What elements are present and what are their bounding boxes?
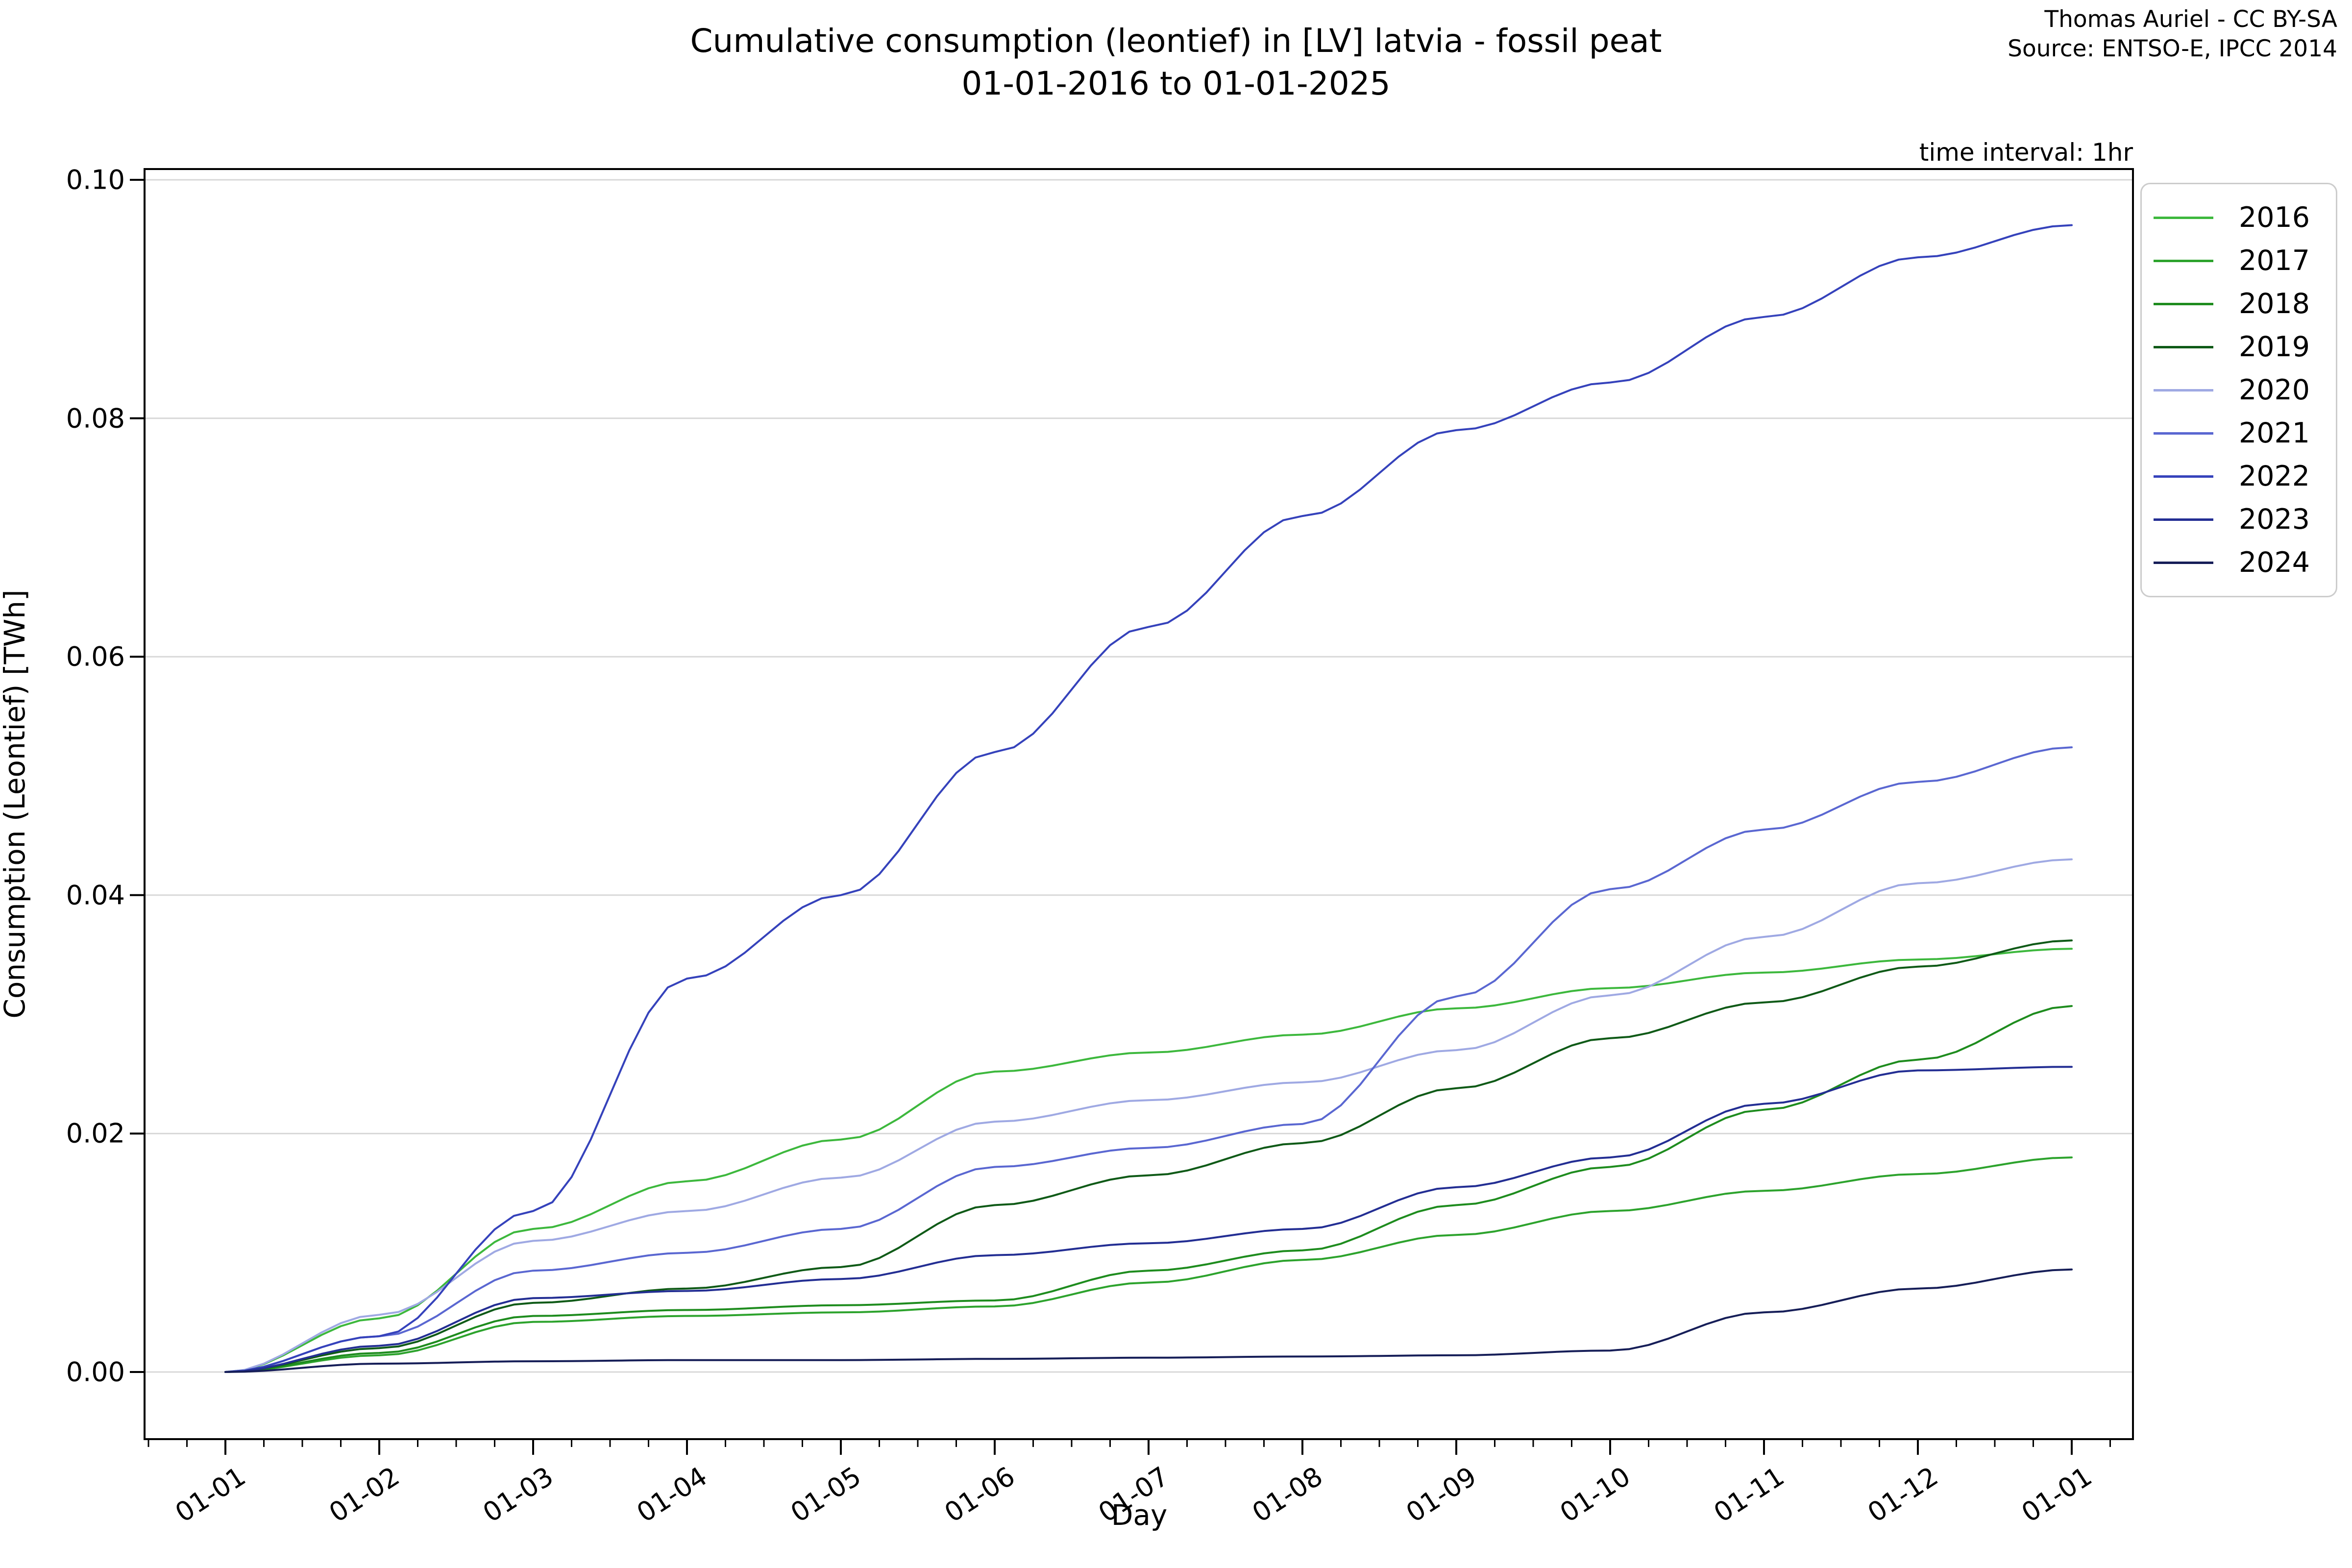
legend-label-2023: 2023 <box>2239 503 2310 536</box>
y-tick-label-0.00: 0.00 <box>66 1356 125 1388</box>
attribution: Thomas Auriel - CC BY-SA Source: ENTSO-E… <box>2008 5 2337 64</box>
series-line-2023 <box>224 1066 2073 1373</box>
legend-item-2017: 2017 <box>2154 239 2336 282</box>
plot-box-spines <box>144 168 2134 1440</box>
y-tick-label-0.10: 0.10 <box>66 164 125 196</box>
y-tick-label-0.06: 0.06 <box>66 641 125 672</box>
legend-item-2018: 2018 <box>2154 282 2336 325</box>
legend-swatch-2022 <box>2154 475 2213 478</box>
legend-label-2019: 2019 <box>2239 331 2310 363</box>
series-line-2017 <box>224 1156 2073 1373</box>
series-line-2021 <box>224 746 2073 1373</box>
series-line-2019 <box>224 939 2073 1373</box>
series-line-2022 <box>224 224 2073 1373</box>
series-line-2016 <box>224 948 2073 1373</box>
y-tick-label-0.08: 0.08 <box>66 403 125 434</box>
legend-label-2018: 2018 <box>2239 288 2310 320</box>
attribution-source: Source: ENTSO-E, IPCC 2014 <box>2008 35 2337 63</box>
x-tick-label-7-01-08: 01-08 <box>1247 1461 1328 1529</box>
time-interval-annotation: time interval: 1hr <box>1919 138 2133 167</box>
series-line-2024 <box>224 1268 2073 1373</box>
x-tick-label-4-01-05: 01-05 <box>785 1461 867 1529</box>
series-line-2018 <box>224 1005 2073 1373</box>
legend-swatch-2024 <box>2154 561 2213 564</box>
x-tick-label-2-01-03: 01-03 <box>477 1461 559 1529</box>
legend-label-2024: 2024 <box>2239 546 2310 579</box>
legend-label-2020: 2020 <box>2239 374 2310 406</box>
legend-swatch-2019 <box>2154 345 2213 348</box>
legend-item-2019: 2019 <box>2154 325 2336 368</box>
x-tick-label-8-01-09: 01-09 <box>1400 1461 1482 1529</box>
legend-swatch-2018 <box>2154 302 2213 305</box>
legend-swatch-2021 <box>2154 432 2213 435</box>
x-tick-label-0-01-01: 01-01 <box>170 1461 251 1529</box>
x-tick-label-1-01-02: 01-02 <box>323 1461 405 1529</box>
legend-swatch-2017 <box>2154 259 2213 262</box>
x-tick-label-5-01-06: 01-06 <box>939 1461 1021 1529</box>
legend-item-2023: 2023 <box>2154 498 2336 541</box>
legend-item-2021: 2021 <box>2154 412 2336 455</box>
legend-item-2020: 2020 <box>2154 368 2336 412</box>
x-tick-label-11-01-12: 01-12 <box>1862 1461 1944 1529</box>
x-axis-title: Day <box>1111 1498 1168 1532</box>
x-tick-label-9-01-10: 01-10 <box>1554 1461 1636 1529</box>
x-tick-label-10-01-11: 01-11 <box>1708 1461 1790 1529</box>
legend-label-2016: 2016 <box>2239 201 2310 234</box>
legend: 2016 2017 2018 2019 2020 2021 2022 2023 2024 <box>2140 183 2337 597</box>
legend-swatch-2023 <box>2154 518 2213 521</box>
y-tick-label-0.02: 0.02 <box>66 1118 125 1149</box>
legend-item-2016: 2016 <box>2154 196 2336 239</box>
legend-label-2021: 2021 <box>2239 417 2310 449</box>
chart-title: Cumulative consumption (leontief) in [LV… <box>0 20 2352 105</box>
chart-title-line1: Cumulative consumption (leontief) in [LV… <box>690 22 1662 60</box>
plot-svg <box>130 168 2134 1455</box>
y-tick-label-0.04: 0.04 <box>66 880 125 911</box>
chart-title-line2: 01-01-2016 to 01-01-2025 <box>961 65 1391 103</box>
x-tick-label-12-01-01: 01-01 <box>2016 1461 2098 1529</box>
legend-label-2017: 2017 <box>2239 245 2310 277</box>
x-tick-label-3-01-04: 01-04 <box>631 1461 713 1529</box>
legend-swatch-2020 <box>2154 389 2213 392</box>
attribution-author: Thomas Auriel - CC BY-SA <box>2044 6 2337 33</box>
plot-area <box>130 168 2134 1455</box>
legend-swatch-2016 <box>2154 216 2213 219</box>
legend-item-2024: 2024 <box>2154 541 2336 584</box>
legend-item-2022: 2022 <box>2154 455 2336 498</box>
legend-label-2022: 2022 <box>2239 460 2310 492</box>
series-line-2020 <box>224 858 2073 1373</box>
